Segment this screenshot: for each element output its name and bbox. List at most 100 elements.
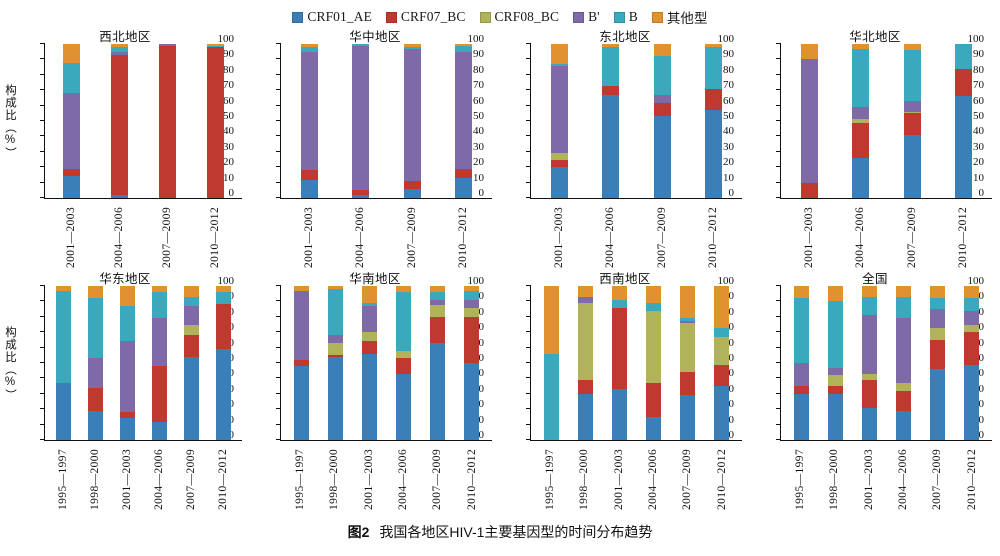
bar-segment[interactable] bbox=[63, 176, 81, 198]
stacked-bar[interactable] bbox=[714, 286, 730, 440]
bar-segment[interactable] bbox=[801, 182, 819, 198]
bar-segment[interactable] bbox=[827, 393, 843, 440]
bar-segment[interactable] bbox=[56, 286, 72, 291]
bar-segment[interactable] bbox=[56, 290, 72, 384]
bar-segment[interactable] bbox=[352, 45, 370, 191]
bar-segment[interactable] bbox=[120, 412, 136, 419]
bar-segment[interactable] bbox=[793, 393, 809, 440]
bar-segment[interactable] bbox=[930, 369, 946, 440]
bar-segment[interactable] bbox=[903, 113, 921, 135]
bar-segment[interactable] bbox=[964, 324, 980, 333]
bar-segment[interactable] bbox=[653, 116, 671, 198]
stacked-bar[interactable] bbox=[88, 286, 104, 440]
bar-segment[interactable] bbox=[861, 296, 877, 316]
bar-segment[interactable] bbox=[158, 44, 176, 46]
bar-segment[interactable] bbox=[206, 47, 224, 198]
bar-segment[interactable] bbox=[801, 59, 819, 183]
bar-segment[interactable] bbox=[63, 93, 81, 169]
stacked-bar[interactable] bbox=[551, 44, 569, 198]
bar-segment[interactable] bbox=[903, 134, 921, 198]
bar-segment[interactable] bbox=[704, 47, 722, 89]
stacked-bar[interactable] bbox=[646, 286, 662, 440]
bar-segment[interactable] bbox=[293, 290, 309, 360]
bar-segment[interactable] bbox=[88, 298, 104, 359]
stacked-bar[interactable] bbox=[151, 286, 167, 440]
stacked-bar[interactable] bbox=[396, 286, 412, 440]
bar-segment[interactable] bbox=[954, 96, 972, 198]
bar-segment[interactable] bbox=[793, 363, 809, 387]
bar-segment[interactable] bbox=[327, 356, 343, 440]
bar-segment[interactable] bbox=[930, 309, 946, 328]
bar-segment[interactable] bbox=[111, 54, 129, 195]
bar-segment[interactable] bbox=[577, 302, 593, 380]
bar-segment[interactable] bbox=[151, 286, 167, 293]
bar-segment[interactable] bbox=[56, 383, 72, 440]
bar-segment[interactable] bbox=[646, 302, 662, 311]
bar-segment[interactable] bbox=[396, 373, 412, 440]
bar-segment[interactable] bbox=[801, 44, 819, 60]
stacked-bar[interactable] bbox=[120, 286, 136, 440]
bar-segment[interactable] bbox=[327, 286, 343, 290]
bar-segment[interactable] bbox=[861, 315, 877, 374]
bar-segment[interactable] bbox=[852, 157, 870, 198]
bar-segment[interactable] bbox=[611, 286, 627, 300]
bar-segment[interactable] bbox=[361, 286, 377, 303]
bar-segment[interactable] bbox=[215, 292, 231, 305]
stacked-bar[interactable] bbox=[611, 286, 627, 440]
bar-segment[interactable] bbox=[543, 286, 559, 354]
bar-segment[interactable] bbox=[120, 418, 136, 440]
bar-segment[interactable] bbox=[827, 386, 843, 394]
bar-segment[interactable] bbox=[396, 350, 412, 359]
bar-segment[interactable] bbox=[861, 286, 877, 297]
bar-segment[interactable] bbox=[551, 64, 569, 66]
bar-segment[interactable] bbox=[430, 342, 446, 440]
bar-segment[interactable] bbox=[301, 170, 319, 180]
bar-segment[interactable] bbox=[206, 45, 224, 48]
bar-segment[interactable] bbox=[183, 324, 199, 336]
bar-segment[interactable] bbox=[301, 179, 319, 198]
bar-segment[interactable] bbox=[793, 386, 809, 394]
bar-segment[interactable] bbox=[293, 366, 309, 440]
bar-segment[interactable] bbox=[464, 299, 480, 308]
bar-segment[interactable] bbox=[361, 332, 377, 342]
bar-segment[interactable] bbox=[646, 416, 662, 440]
bar-segment[interactable] bbox=[403, 48, 421, 182]
bar-segment[interactable] bbox=[964, 298, 980, 311]
bar-segment[interactable] bbox=[611, 307, 627, 390]
bar-segment[interactable] bbox=[714, 327, 730, 337]
bar-segment[interactable] bbox=[327, 355, 343, 357]
bar-segment[interactable] bbox=[714, 386, 730, 440]
bar-segment[interactable] bbox=[183, 296, 199, 307]
stacked-bar[interactable] bbox=[361, 286, 377, 440]
bar-segment[interactable] bbox=[714, 336, 730, 365]
bar-segment[interactable] bbox=[396, 286, 412, 293]
bar-segment[interactable] bbox=[361, 341, 377, 354]
bar-segment[interactable] bbox=[577, 296, 593, 303]
bar-segment[interactable] bbox=[611, 389, 627, 440]
bar-segment[interactable] bbox=[964, 332, 980, 365]
bar-segment[interactable] bbox=[183, 335, 199, 357]
bar-segment[interactable] bbox=[151, 366, 167, 422]
bar-segment[interactable] bbox=[63, 62, 81, 94]
bar-segment[interactable] bbox=[430, 304, 446, 317]
bar-segment[interactable] bbox=[930, 286, 946, 299]
bar-segment[interactable] bbox=[301, 44, 319, 48]
bar-segment[interactable] bbox=[158, 45, 176, 198]
bar-segment[interactable] bbox=[430, 316, 446, 343]
bar-segment[interactable] bbox=[464, 286, 480, 291]
bar-segment[interactable] bbox=[896, 383, 912, 391]
bar-segment[interactable] bbox=[852, 44, 870, 49]
bar-segment[interactable] bbox=[111, 51, 129, 55]
stacked-bar[interactable] bbox=[464, 286, 480, 440]
bar-segment[interactable] bbox=[454, 44, 472, 46]
bar-segment[interactable] bbox=[327, 335, 343, 343]
stacked-bar[interactable] bbox=[861, 286, 877, 440]
bar-segment[interactable] bbox=[930, 339, 946, 370]
stacked-bar[interactable] bbox=[930, 286, 946, 440]
bar-segment[interactable] bbox=[602, 85, 620, 95]
bar-segment[interactable] bbox=[120, 341, 136, 413]
bar-segment[interactable] bbox=[88, 286, 104, 299]
stacked-bar[interactable] bbox=[954, 44, 972, 198]
stacked-bar[interactable] bbox=[543, 286, 559, 440]
bar-segment[interactable] bbox=[714, 364, 730, 387]
